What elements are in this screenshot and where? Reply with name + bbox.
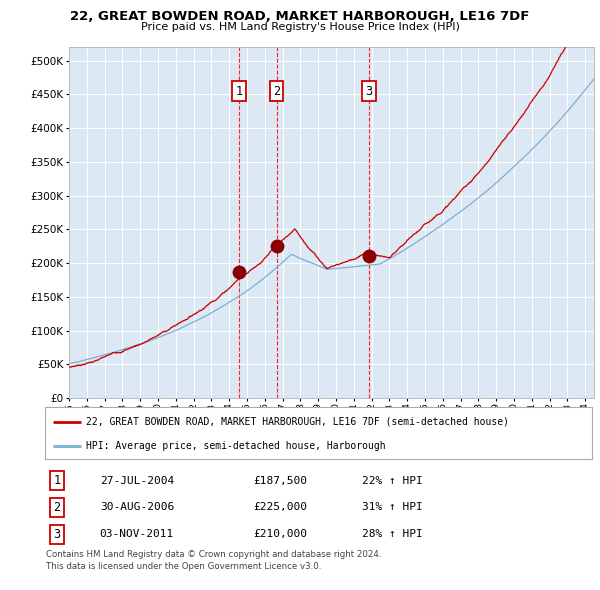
Text: 30-AUG-2006: 30-AUG-2006 [100, 503, 174, 513]
Text: 1: 1 [53, 474, 61, 487]
Text: This data is licensed under the Open Government Licence v3.0.: This data is licensed under the Open Gov… [46, 562, 322, 571]
Text: £210,000: £210,000 [253, 529, 307, 539]
Text: Contains HM Land Registry data © Crown copyright and database right 2024.: Contains HM Land Registry data © Crown c… [46, 550, 382, 559]
Text: HPI: Average price, semi-detached house, Harborough: HPI: Average price, semi-detached house,… [86, 441, 386, 451]
Text: 3: 3 [365, 84, 372, 97]
Text: 2: 2 [53, 501, 61, 514]
Text: £225,000: £225,000 [253, 503, 307, 513]
Text: 1: 1 [236, 84, 243, 97]
Text: 28% ↑ HPI: 28% ↑ HPI [362, 529, 423, 539]
Text: 22, GREAT BOWDEN ROAD, MARKET HARBOROUGH, LE16 7DF (semi-detached house): 22, GREAT BOWDEN ROAD, MARKET HARBOROUGH… [86, 417, 509, 427]
Text: 31% ↑ HPI: 31% ↑ HPI [362, 503, 423, 513]
Text: 2: 2 [273, 84, 280, 97]
Text: 3: 3 [53, 528, 61, 541]
Text: £187,500: £187,500 [253, 476, 307, 486]
Text: 22, GREAT BOWDEN ROAD, MARKET HARBOROUGH, LE16 7DF: 22, GREAT BOWDEN ROAD, MARKET HARBOROUGH… [70, 10, 530, 23]
Text: 03-NOV-2011: 03-NOV-2011 [100, 529, 174, 539]
Text: 22% ↑ HPI: 22% ↑ HPI [362, 476, 423, 486]
Text: Price paid vs. HM Land Registry's House Price Index (HPI): Price paid vs. HM Land Registry's House … [140, 22, 460, 32]
Text: 27-JUL-2004: 27-JUL-2004 [100, 476, 174, 486]
